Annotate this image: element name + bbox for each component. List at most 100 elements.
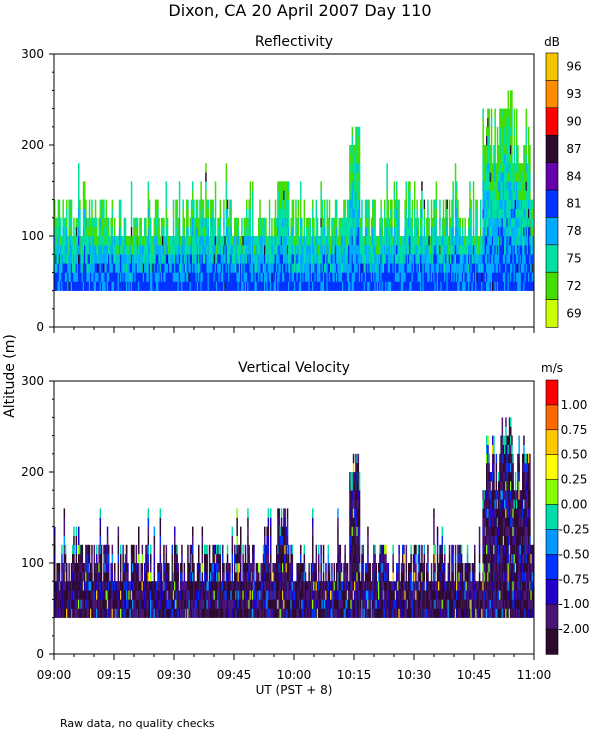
heatmap-cell — [174, 608, 176, 618]
heatmap-cell — [164, 272, 166, 282]
heatmap-cell — [313, 236, 315, 246]
heatmap-cell — [355, 245, 357, 255]
heatmap-cell — [94, 563, 97, 573]
heatmap-cell — [336, 199, 338, 209]
heatmap-cell — [454, 172, 457, 182]
heatmap-cell — [241, 236, 243, 246]
heatmap-cell — [492, 163, 494, 173]
heatmap-cell — [234, 553, 236, 564]
heatmap-cell — [394, 263, 397, 273]
heatmap-cell — [430, 217, 433, 228]
heatmap-cell — [92, 254, 94, 264]
heatmap-cell — [82, 608, 85, 618]
heatmap-cell — [252, 208, 254, 219]
heatmap-cell — [484, 236, 487, 246]
heatmap-cell — [118, 281, 121, 291]
heatmap-cell — [206, 245, 208, 255]
heatmap-cell — [73, 236, 75, 246]
heatmap-cell — [452, 226, 454, 237]
heatmap-cell — [523, 226, 525, 237]
heatmap-cell — [80, 599, 82, 609]
heatmap-cell — [231, 599, 234, 609]
heatmap-cell — [260, 272, 262, 282]
heatmap-cell — [136, 590, 139, 600]
heatmap-cell — [451, 281, 453, 291]
heatmap-cell — [405, 199, 408, 209]
heatmap-cell — [334, 236, 337, 246]
heatmap-cell — [321, 254, 324, 264]
heatmap-cell — [493, 199, 495, 209]
heatmap-cell — [397, 281, 399, 291]
heatmap-cell — [494, 272, 496, 282]
heatmap-cell — [417, 254, 420, 264]
heatmap-cell — [111, 553, 114, 564]
heatmap-cell — [376, 254, 379, 264]
heatmap-cell — [352, 236, 355, 246]
heatmap-cell — [212, 553, 214, 564]
heatmap-cell — [106, 245, 109, 255]
heatmap-cell — [457, 199, 459, 209]
heatmap-cell — [103, 608, 105, 618]
heatmap-cell — [513, 263, 516, 273]
heatmap-cell — [151, 263, 153, 273]
heatmap-cell — [100, 281, 103, 291]
heatmap-cell — [469, 208, 471, 219]
heatmap-cell — [274, 272, 277, 282]
heatmap-cell — [205, 572, 207, 582]
heatmap-cell — [472, 181, 475, 191]
heatmap-cell — [102, 217, 104, 228]
heatmap-cell — [393, 263, 396, 273]
heatmap-cell — [410, 217, 412, 228]
heatmap-cell — [434, 236, 436, 246]
heatmap-cell — [177, 272, 180, 282]
heatmap-cell — [490, 190, 493, 200]
heatmap-cell — [93, 281, 96, 291]
heatmap-cell — [310, 254, 313, 264]
heatmap-cell — [512, 236, 514, 246]
heatmap-cell — [103, 272, 105, 282]
heatmap-cell — [55, 226, 57, 237]
heatmap-cell — [228, 245, 230, 255]
heatmap-cell — [452, 199, 454, 209]
heatmap-cell — [492, 172, 494, 182]
heatmap-cell — [106, 590, 109, 600]
heatmap-cell — [516, 163, 518, 173]
heatmap-cell — [349, 236, 351, 246]
heatmap-cell — [343, 263, 345, 273]
heatmap-cell — [297, 245, 300, 255]
heatmap-cell — [99, 544, 102, 555]
heatmap-cell — [334, 245, 337, 255]
heatmap-cell — [482, 226, 484, 237]
heatmap-cell — [96, 572, 98, 582]
heatmap-cell — [394, 272, 397, 282]
heatmap-cell — [313, 226, 315, 237]
heatmap-cell — [218, 563, 220, 573]
heatmap-cell — [502, 126, 505, 137]
heatmap-cell — [76, 608, 79, 618]
heatmap-cell — [202, 263, 205, 273]
heatmap-cell — [372, 272, 374, 282]
heatmap-cell — [181, 599, 183, 609]
heatmap-cell — [470, 281, 472, 291]
heatmap-cell — [61, 236, 63, 246]
heatmap-cell — [411, 281, 414, 291]
heatmap-cell — [358, 181, 361, 191]
heatmap-cell — [236, 553, 238, 564]
heatmap-cell — [327, 281, 330, 291]
heatmap-cell — [313, 272, 315, 282]
heatmap-cell — [166, 236, 169, 246]
heatmap-cell — [519, 199, 522, 209]
heatmap-cell — [60, 245, 62, 255]
heatmap-cell — [226, 199, 229, 209]
heatmap-cell — [237, 217, 240, 228]
heatmap-cell — [64, 281, 67, 291]
heatmap-cell — [206, 236, 208, 246]
heatmap-cell — [434, 217, 436, 228]
heatmap-cell — [423, 199, 426, 209]
heatmap-cell — [259, 217, 261, 228]
heatmap-cell — [213, 563, 216, 573]
heatmap-cell — [258, 245, 260, 255]
heatmap-cell — [468, 263, 470, 273]
heatmap-cell — [106, 535, 109, 546]
heatmap-cell — [499, 217, 501, 228]
